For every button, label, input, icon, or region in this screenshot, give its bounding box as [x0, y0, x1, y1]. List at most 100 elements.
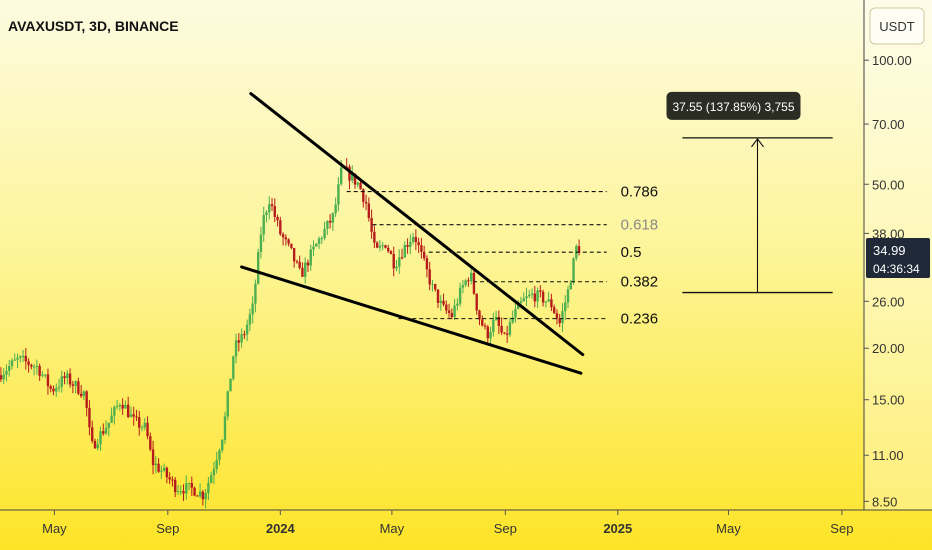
time-axis-label: May	[42, 521, 67, 536]
candle-body	[461, 285, 465, 288]
candle-body	[190, 482, 193, 488]
candle-body	[467, 280, 470, 282]
candle-body	[539, 290, 542, 292]
wedge-trendline	[249, 92, 585, 357]
candle-body	[198, 491, 202, 497]
candle-body	[179, 491, 182, 493]
currency-button-label[interactable]: USDT	[879, 19, 914, 34]
candle-body	[519, 301, 523, 303]
last-price-label: 34.99 04:36:34	[866, 238, 930, 278]
price-axis-label: 15.00	[872, 393, 905, 408]
candle-body	[165, 467, 169, 478]
price-axis[interactable]: 100.00 70.00 50.00 38.00 26.00 20.00 15.00 11.0…	[864, 53, 912, 509]
candle-body	[162, 467, 166, 471]
candle-body	[281, 234, 285, 238]
candle-body	[406, 244, 409, 247]
candle-body	[417, 242, 420, 246]
candle-body	[298, 261, 301, 268]
candle-body	[400, 257, 404, 259]
candle-body	[505, 333, 509, 335]
candle-body	[279, 220, 282, 235]
candle-body	[287, 239, 290, 244]
candle-body	[88, 407, 91, 428]
time-axis[interactable]: May Sep 2024 May Sep 2025 May Sep	[42, 510, 853, 536]
candle-body	[215, 459, 218, 469]
candle-body	[469, 272, 473, 281]
candle-body	[292, 248, 296, 262]
candle-body	[552, 307, 556, 314]
candle-body	[364, 201, 368, 204]
candle-body	[140, 427, 144, 429]
price-axis-label: 26.00	[872, 294, 905, 309]
candle-body	[55, 388, 58, 392]
candle-body	[362, 189, 365, 202]
candle-body	[43, 374, 47, 376]
fib-level-label: 0.5	[621, 244, 642, 261]
measure-arrow-head	[751, 137, 764, 148]
candle-body	[301, 267, 304, 277]
candle-body	[428, 269, 431, 285]
candle-body	[38, 366, 41, 376]
candle-body	[32, 366, 36, 368]
candle-body	[41, 374, 44, 376]
candle-body	[187, 482, 191, 484]
candle-body	[259, 234, 263, 252]
candle-body	[566, 289, 570, 303]
candle-body	[21, 355, 25, 357]
candle-body	[168, 477, 171, 480]
candle-body	[254, 283, 257, 304]
candle-body	[115, 405, 119, 408]
candle-body	[378, 245, 382, 248]
candle-body	[218, 450, 221, 460]
candle-body	[270, 204, 274, 207]
candle-body	[63, 376, 66, 378]
candle-body	[375, 242, 379, 248]
candle-body	[30, 364, 33, 367]
candle-body	[157, 463, 160, 472]
currency-button-box[interactable]	[869, 7, 925, 45]
candle-body	[185, 483, 188, 494]
candle-body	[71, 384, 75, 386]
candle-body	[387, 247, 390, 252]
candle-body	[234, 340, 238, 357]
candle-body	[207, 482, 210, 494]
candle-body	[173, 479, 177, 493]
candle-body	[52, 388, 55, 392]
candle-body	[345, 166, 348, 168]
fib-level-label: 0.236	[621, 311, 659, 328]
candle-body	[82, 391, 86, 397]
candle-body	[276, 216, 279, 221]
candle-body	[46, 374, 50, 387]
currency-button[interactable]: USDT	[869, 7, 925, 45]
candle-body	[149, 436, 152, 450]
candle-body	[256, 251, 260, 284]
candle-body	[475, 293, 478, 311]
candle-body	[196, 495, 199, 497]
price-axis-label: 11.00	[872, 448, 904, 463]
candle-body	[517, 302, 520, 309]
candle-body	[411, 237, 415, 242]
candle-body	[243, 334, 246, 336]
candle-body	[229, 378, 232, 392]
candle-body	[489, 332, 492, 339]
time-axis-label: Sep	[830, 521, 853, 536]
candle-body	[472, 272, 476, 294]
candle-body	[572, 258, 575, 283]
measure-label: 37.55 (137.85%) 3,755	[672, 100, 794, 114]
candle-body	[442, 300, 445, 305]
price-axis-label: 50.00	[872, 177, 905, 192]
candle-body	[209, 475, 213, 483]
candle-body	[425, 258, 429, 270]
candle-body	[320, 238, 324, 240]
fib-level-label: 0.618	[621, 217, 659, 234]
candle-body	[77, 381, 80, 394]
candle-body	[348, 166, 351, 181]
candle-body	[79, 393, 83, 397]
candle-body	[110, 415, 113, 423]
candle-body	[351, 173, 354, 181]
candle-body	[102, 431, 105, 434]
measure-tool: 37.55 (137.85%) 3,755	[666, 91, 833, 294]
